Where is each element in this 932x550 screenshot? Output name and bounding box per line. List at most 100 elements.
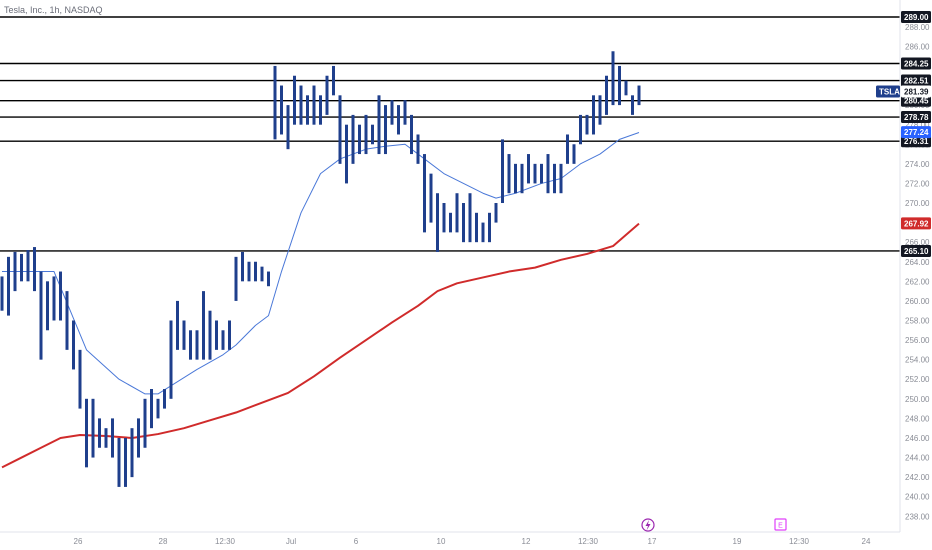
- price-bar: [156, 398, 160, 419]
- price-bar: [104, 428, 108, 448]
- price-bar: [429, 173, 433, 223]
- lightning-icon[interactable]: [641, 518, 655, 532]
- price-bar: [221, 330, 225, 350]
- price-bar: [566, 134, 569, 164]
- time-tick-label: Jul: [286, 537, 296, 546]
- time-tick-label: 12:30: [578, 537, 599, 546]
- price-bar: [293, 75, 296, 125]
- price-tick-label: 246.00: [905, 434, 930, 443]
- price-tick-label: 258.00: [905, 316, 930, 325]
- event-markers: E: [641, 518, 787, 532]
- price-bar: [273, 65, 277, 140]
- price-tick-label: 250.00: [905, 395, 930, 404]
- earnings-e-icon[interactable]: [774, 518, 787, 531]
- price-bar: [618, 65, 621, 106]
- level-price-tag: 284.25: [904, 60, 929, 69]
- level-price-tag-bg: [901, 111, 931, 124]
- price-tick-label: 266.00: [905, 238, 930, 247]
- time-tick-label: 26: [74, 537, 83, 546]
- price-bar: [182, 320, 186, 350]
- level-price-tag-bg: [901, 135, 931, 148]
- price-bar: [176, 300, 179, 350]
- price-tick-label: 248.00: [905, 414, 930, 423]
- price-bar: [254, 261, 257, 282]
- price-bar: [442, 203, 446, 233]
- price-bar: [13, 251, 17, 292]
- price-bar: [631, 95, 634, 115]
- slow-ma-price-tag-bg: [901, 217, 931, 230]
- price-bar: [332, 65, 335, 96]
- price-tick-label: 256.00: [905, 336, 930, 345]
- price-bar: [462, 203, 465, 243]
- time-tick-label: 12:30: [215, 537, 236, 546]
- ticker-tag: TSLA: [879, 88, 900, 97]
- level-price-tag-bg: [901, 57, 931, 70]
- fast-moving-average-line: [2, 132, 640, 395]
- price-bar: [611, 51, 615, 106]
- price-bar: [124, 437, 127, 487]
- price-bars: [0, 51, 641, 487]
- earnings-e-glyph: E: [778, 523, 783, 530]
- last-price-tag: 281.39: [904, 88, 929, 97]
- price-bar: [501, 139, 504, 204]
- time-tick-label: 19: [733, 537, 742, 546]
- price-bar: [65, 291, 69, 350]
- price-bar: [605, 75, 608, 115]
- price-bar: [20, 253, 23, 282]
- price-bar: [449, 212, 452, 233]
- price-bar: [0, 276, 4, 311]
- price-bar: [592, 95, 595, 135]
- price-bar: [533, 163, 537, 184]
- price-bar: [46, 281, 49, 331]
- level-price-tag: 282.51: [904, 77, 929, 86]
- price-bar: [475, 212, 478, 243]
- price-bar: [299, 85, 303, 125]
- price-bar: [410, 114, 413, 155]
- price-bar: [403, 100, 407, 125]
- price-bar: [397, 105, 400, 135]
- price-bar: [572, 144, 576, 164]
- price-bar: [202, 291, 205, 360]
- price-bar: [130, 428, 134, 478]
- price-bar: [514, 163, 517, 194]
- price-tick-label: 240.00: [905, 493, 930, 502]
- price-bar: [624, 80, 628, 96]
- price-bar: [143, 398, 147, 448]
- price-bar: [559, 163, 563, 194]
- price-bar: [345, 124, 348, 184]
- level-price-tag: 265.10: [904, 247, 929, 256]
- price-bar: [208, 310, 212, 360]
- price-tick-label: 286.00: [905, 42, 930, 51]
- price-bar: [312, 85, 316, 125]
- price-bar: [286, 105, 290, 150]
- price-tick-label: 252.00: [905, 375, 930, 384]
- price-bar: [423, 154, 426, 233]
- price-bar: [111, 418, 114, 458]
- level-price-tag: 276.31: [904, 137, 929, 146]
- price-bar: [39, 271, 43, 360]
- time-tick-label: 17: [648, 537, 657, 546]
- price-bar: [598, 95, 602, 125]
- price-bar: [579, 114, 582, 145]
- last-price-tag-bg: [901, 85, 931, 98]
- price-tick-label: 238.00: [905, 512, 930, 521]
- price-bar: [241, 251, 244, 282]
- price-bar: [52, 276, 56, 321]
- price-bar: [488, 212, 491, 243]
- price-tick-label: 264.00: [905, 258, 930, 267]
- level-price-tag: 289.00: [904, 13, 929, 22]
- time-tick-label: 12: [522, 537, 531, 546]
- price-bar: [150, 389, 153, 429]
- price-tick-label: 262.00: [905, 277, 930, 286]
- price-bar: [267, 271, 270, 287]
- price-tags: 289.00 284.25 282.51 280.45 278.78 276.31 265.…: [876, 11, 931, 257]
- price-tick-label: 254.00: [905, 356, 930, 365]
- price-bar: [260, 266, 264, 282]
- time-tick-label: 6: [354, 537, 359, 546]
- price-bar: [85, 398, 88, 468]
- price-tick-label: 288.00: [905, 23, 930, 32]
- price-bar: [189, 330, 192, 360]
- price-bar: [325, 75, 329, 115]
- price-bar: [481, 222, 485, 243]
